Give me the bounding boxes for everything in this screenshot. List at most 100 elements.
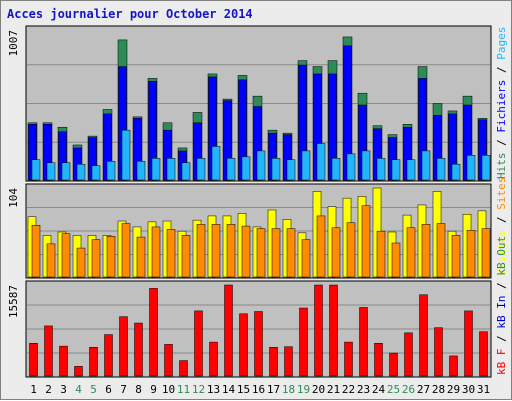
x-tick-label: 9 <box>150 383 157 396</box>
legend-entry: kB F <box>495 349 508 376</box>
legend-kb: kB F / kB In / kB Out <box>495 236 508 375</box>
bar-sites <box>121 223 131 278</box>
legend-entry: / <box>495 210 508 230</box>
bar-pages <box>151 158 161 181</box>
x-tick-label: 25 <box>387 383 400 396</box>
bar-kb <box>134 322 143 377</box>
bar-sites <box>46 243 56 278</box>
bar-kb <box>449 355 458 377</box>
bar-sites <box>181 235 191 278</box>
bar-sites <box>436 223 446 278</box>
bar-pages <box>91 165 101 181</box>
bar-kb <box>374 342 383 377</box>
bar-kb <box>419 294 428 377</box>
bar-sites <box>211 224 221 278</box>
bar-kb <box>29 342 38 377</box>
bar-sites <box>451 235 461 278</box>
bar-pages <box>331 158 341 181</box>
bar-pages <box>286 159 296 181</box>
legend-entry: / <box>495 276 508 296</box>
x-tick-label: 4 <box>75 383 82 396</box>
bar-kb <box>284 346 293 377</box>
bar-pages <box>76 163 86 181</box>
legend-entry: / <box>495 133 508 153</box>
bar-pages <box>106 160 116 181</box>
bar-kb <box>329 284 338 377</box>
bar-pages <box>301 150 311 181</box>
bar-sites <box>421 224 431 278</box>
bar-sites <box>331 227 341 278</box>
bar-pages <box>181 162 191 181</box>
bar-kb <box>164 344 173 377</box>
bar-pages <box>256 150 266 181</box>
bar-pages <box>211 146 221 181</box>
bar-pages <box>136 160 146 181</box>
x-tick-label: 13 <box>207 383 220 396</box>
bar-sites <box>301 239 311 278</box>
x-tick-label: 2 <box>45 383 52 396</box>
legend-entry: Hits <box>495 153 508 180</box>
x-tick-label: 20 <box>312 383 325 396</box>
bar-pages <box>436 158 446 181</box>
bar-pages <box>226 158 236 181</box>
bar-pages <box>121 129 131 181</box>
bar-sites <box>391 242 401 278</box>
x-tick-label: 26 <box>402 383 415 396</box>
bar-sites <box>226 224 236 278</box>
bar-pages <box>376 158 386 181</box>
legend-entry: Sites <box>495 177 508 210</box>
bar-pages <box>451 163 461 181</box>
x-tick-label: 21 <box>327 383 340 396</box>
bar-kb <box>464 310 473 377</box>
bar-sites <box>106 235 116 278</box>
bar-sites <box>31 224 41 278</box>
bar-pages <box>241 156 251 181</box>
x-tick-label: 31 <box>477 383 490 396</box>
bar-pages <box>391 159 401 181</box>
bar-kb <box>344 341 353 377</box>
bar-kb <box>404 332 413 377</box>
x-tick-label: 17 <box>267 383 280 396</box>
bar-pages <box>196 158 206 181</box>
x-tick-label: 16 <box>252 383 265 396</box>
bar-pages <box>316 143 326 181</box>
bar-pages <box>466 155 476 181</box>
x-tick-label: 14 <box>222 383 236 396</box>
x-tick-label: 1 <box>30 383 37 396</box>
bar-pages <box>406 159 416 181</box>
legend-entry: Fichiers <box>495 80 508 133</box>
legend-entry: Pages <box>495 27 508 60</box>
legend-hits-files-pages: Hits / Fichiers / Pages <box>495 27 508 179</box>
bar-kb <box>179 360 188 377</box>
x-tick-label: 18 <box>282 383 295 396</box>
x-tick-label: 19 <box>297 383 310 396</box>
bar-sites <box>166 229 176 278</box>
bar-pages <box>421 150 431 181</box>
bar-kb <box>434 327 443 377</box>
bar-kb <box>389 352 398 377</box>
bar-kb <box>299 307 308 377</box>
bar-kb <box>359 307 368 377</box>
chart-title: Acces journalier pour October 2014 <box>7 7 253 21</box>
x-tick-label: 7 <box>120 383 127 396</box>
bar-kb <box>74 366 83 377</box>
x-tick-label: 8 <box>135 383 142 396</box>
x-tick-label: 3 <box>60 383 67 396</box>
bar-pages <box>271 158 281 181</box>
bar-kb <box>59 345 68 377</box>
x-tick-label: 30 <box>462 383 475 396</box>
bar-sites <box>481 228 491 278</box>
legend-entry: kB Out <box>495 236 508 276</box>
x-tick-label: 22 <box>342 383 355 396</box>
legend-entry: / <box>495 60 508 80</box>
bar-sites <box>136 236 146 278</box>
legend-visits-sites: Visites / Sites <box>495 177 508 276</box>
bar-kb <box>314 284 323 377</box>
y-max-label: 1007 <box>7 30 20 57</box>
bar-sites <box>361 205 371 278</box>
bar-kb <box>149 288 158 377</box>
bar-kb <box>479 331 488 377</box>
x-tick-label: 6 <box>105 383 112 396</box>
x-tick-label: 28 <box>432 383 445 396</box>
